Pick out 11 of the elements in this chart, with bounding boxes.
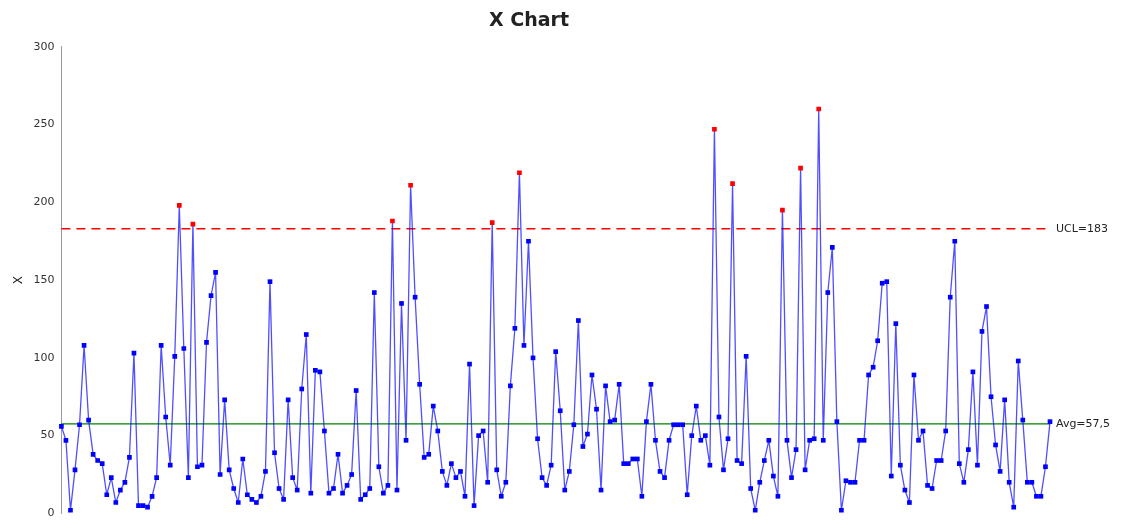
y-tick-label: 200 <box>33 195 55 209</box>
y-tick-label: 150 <box>33 272 55 286</box>
ref-line-label: UCL=183 <box>1056 221 1109 235</box>
y-tick-label: 50 <box>40 428 55 442</box>
y-tick-label: 0 <box>47 506 55 520</box>
y-tick-label: 300 <box>33 39 55 53</box>
y-tick-label: 250 <box>33 117 55 131</box>
y-tick-label: 100 <box>33 350 55 364</box>
y-axis-title: X <box>11 275 26 285</box>
ref-line-label: Avg=57,5 <box>1056 416 1111 430</box>
chart-title: X Chart <box>488 8 570 31</box>
